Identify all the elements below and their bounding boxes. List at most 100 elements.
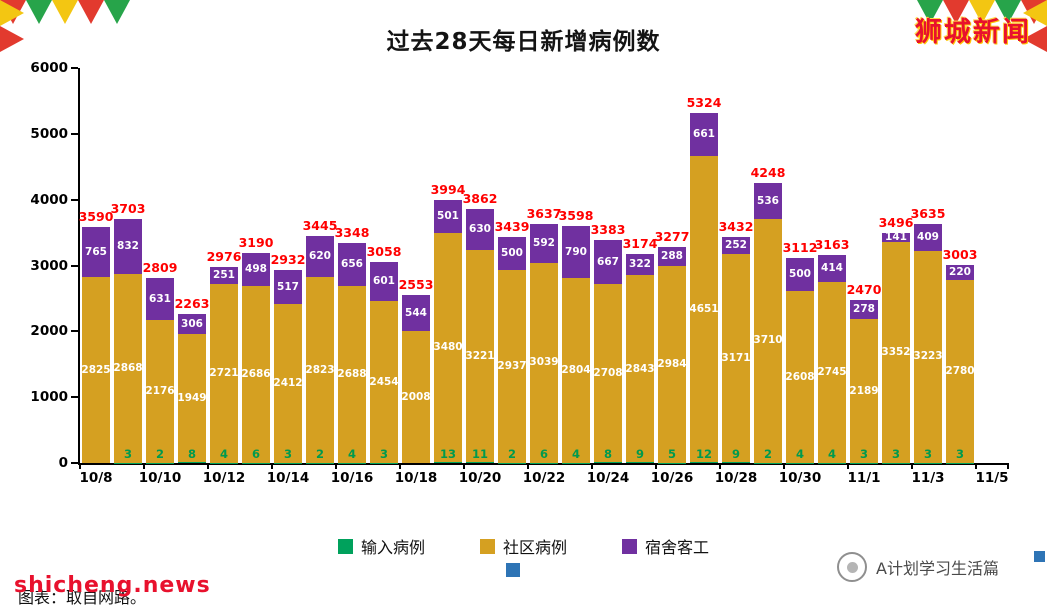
bar-slot: 2263 306 1949 8 [175,68,209,463]
stacked-bar[interactable]: 790 2804 [561,226,591,463]
community-segment: 1949 [177,334,207,463]
x-axis-tick [719,463,721,469]
total-label: 3432 [718,219,754,235]
stacked-bar[interactable]: 517 2412 [273,269,303,463]
dormitory-segment: 501 [433,200,463,234]
x-axis-label: 10/28 [714,470,758,486]
stacked-bar[interactable]: 536 3710 [753,183,783,463]
stacked-bar[interactable]: 661 4651 [689,112,719,463]
community-segment: 2745 [817,282,847,463]
y-axis-label: 3000 [30,257,68,274]
stacked-bar[interactable]: 501 3480 [433,200,463,463]
total-label: 2932 [270,251,306,267]
bar-slots: 3590 765 2825 3703 832 2868 3 2809 631 2176 2 2263 3… [79,68,1008,463]
community-segment: 3710 [753,218,783,463]
stacked-bar[interactable]: 409 3223 [913,223,943,463]
stacked-bar[interactable]: 765 2825 [81,226,111,463]
bar-slot: 3598 790 2804 4 [558,68,594,463]
stacked-bar[interactable]: 631 2176 [145,278,175,463]
imported-value-label: 3 [955,447,965,461]
stacked-bar[interactable]: 620 2823 [305,236,335,463]
bar-slot: 3496 141 3352 3 [878,68,914,463]
dormitory-segment: 832 [113,219,143,274]
imported-segment [433,462,463,463]
total-label: 3112 [782,240,818,256]
imported-value-label: 3 [379,447,389,461]
y-axis-label: 6000 [30,60,68,76]
x-axis-label: 10/18 [394,470,438,486]
imported-value-label: 4 [347,447,357,461]
dormitory-swatch-icon [622,538,637,554]
total-label: 3174 [622,236,658,252]
bar-slot: 4248 536 3710 2 [750,68,786,463]
dormitory-segment: 544 [401,294,431,331]
stacked-bar[interactable]: 592 3039 [529,223,559,463]
x-axis-label: 10/14 [266,470,310,486]
stacked-bar[interactable]: 544 2008 [401,294,431,463]
stacked-bar[interactable]: 288 2984 [657,247,687,463]
total-label: 3598 [558,208,594,224]
dormitory-segment: 220 [945,265,975,280]
blue-square-right-icon [1034,551,1045,562]
stacked-bar[interactable]: 322 2843 [625,254,655,463]
dormitory-segment: 252 [721,237,751,254]
imported-value-label: 8 [603,447,613,461]
total-label: 3862 [462,190,498,206]
imported-value-label: 3 [123,447,133,461]
community-segment: 4651 [689,156,719,463]
stacked-bar[interactable]: 667 2708 [593,240,623,463]
stacked-bar[interactable]: 601 2454 [369,261,399,463]
total-label: 3058 [366,243,402,259]
community-segment: 3221 [465,250,495,463]
total-label: 4248 [750,165,786,181]
bar-slot: 3994 501 3480 13 [431,68,465,463]
total-label: 3383 [590,222,626,238]
dormitory-segment: 141 [881,232,911,243]
stacked-bar[interactable]: 656 2688 [337,242,367,463]
stacked-bar[interactable]: 252 3171 [721,237,751,463]
total-label: 3190 [238,235,274,250]
x-axis-tick [207,463,209,469]
stacked-bar[interactable]: 220 2780 [945,265,975,463]
legend-item-community: 社区病例 [479,534,567,558]
imported-value-label: 13 [439,447,457,461]
stacked-bar[interactable]: 141 3352 [881,232,911,463]
imported-value-label: 3 [859,447,869,461]
stacked-bar[interactable]: 251 2721 [209,267,239,463]
stacked-bar[interactable]: 414 2745 [817,254,847,463]
total-label: 3496 [878,214,914,230]
x-axis-tick [591,463,593,469]
x-axis-tick [271,463,273,469]
x-axis-label: 10/20 [458,470,502,486]
community-segment: 3480 [433,233,463,463]
total-label: 3277 [654,229,690,245]
bar-slot: 3174 322 2843 9 [622,68,658,463]
y-axis-tick [71,462,78,464]
total-label: 3348 [334,224,370,240]
stacked-bar[interactable]: 306 1949 [177,314,207,463]
community-segment: 2843 [625,275,655,463]
stacked-bar[interactable]: 832 2868 [113,219,143,463]
x-axis-label: 10/8 [79,470,113,486]
stacked-bar[interactable]: 500 2608 [785,258,815,463]
stacked-bar[interactable]: 500 2937 [497,236,527,463]
community-segment: 2608 [785,291,815,463]
y-axis-label: 5000 [30,125,68,142]
community-segment: 2686 [241,285,271,463]
community-segment: 2708 [593,284,623,463]
total-label: 3445 [302,218,338,234]
community-segment: 2176 [145,319,175,463]
footer-account: A计划学习生活篇 [837,552,999,582]
x-axis-tick [79,463,81,469]
dormitory-segment: 409 [913,223,943,251]
stacked-bar[interactable]: 498 2686 [241,253,271,463]
stacked-bar[interactable]: 630 3221 [465,208,495,463]
y-axis-tick [71,264,78,267]
bar-slot: 3439 500 2937 2 [495,68,529,463]
dormitory-segment: 322 [625,254,655,276]
stacked-bar[interactable]: 278 2189 [849,300,879,463]
community-segment: 2189 [849,318,879,463]
x-axis-label: 11/3 [911,470,945,486]
bar-slot: 2809 631 2176 2 [143,68,177,463]
